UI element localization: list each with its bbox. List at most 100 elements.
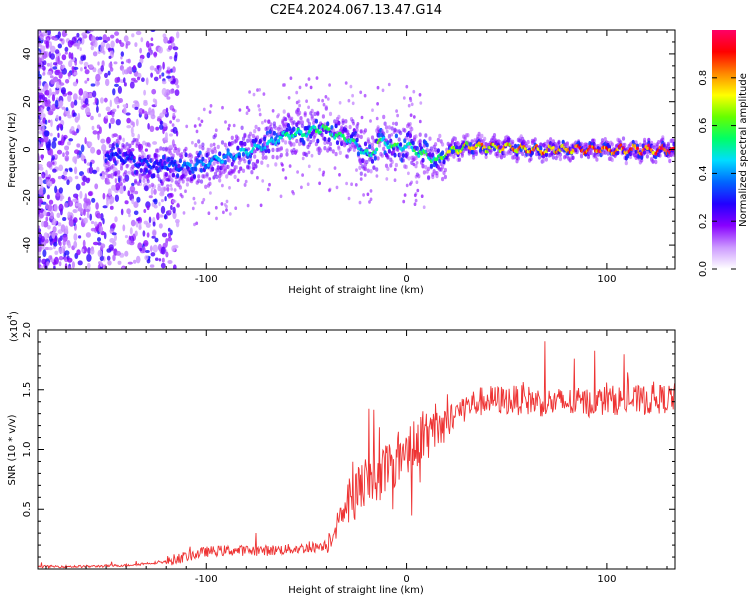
spectrogram-cell [97, 132, 100, 141]
spectrogram-cell [274, 136, 278, 142]
spectrogram-cell [139, 47, 143, 54]
spectrogram-cell [359, 177, 363, 181]
spectrogram-cell [128, 143, 132, 148]
spectrogram-cell [84, 208, 91, 212]
spectrogram-cell [118, 135, 122, 140]
spectrogram-cell [136, 76, 141, 81]
spectrogram-cell [480, 133, 484, 139]
spectrogram-cell [368, 144, 372, 150]
spectrogram-cell [171, 172, 175, 178]
spectrogram-cell [643, 137, 647, 143]
spectrogram-cell [115, 38, 120, 44]
spectrogram-cell [197, 174, 201, 179]
spectrogram-cell [309, 85, 313, 90]
spectrogram-cell [166, 75, 172, 79]
spectrogram-cell [405, 84, 409, 89]
spectrogram-cell [156, 148, 160, 153]
spectrogram-cell [322, 102, 326, 107]
spectrogram-cell [76, 32, 80, 38]
spectrogram-cell [101, 144, 107, 152]
spectrogram-cell [53, 37, 58, 42]
spectrogram-cell [417, 154, 421, 158]
spectrogram-cell [58, 247, 64, 254]
spectrogram-cell [170, 187, 174, 191]
spectrogram-cell [154, 67, 158, 72]
spectrogram-cell [160, 205, 166, 214]
spectrogram-cell [111, 232, 117, 236]
spectrogram-cell [258, 88, 261, 92]
spectrogram-cell [76, 42, 80, 50]
spectrogram-cell [51, 91, 57, 97]
spectrogram-cell [163, 186, 167, 191]
spectrogram-cell [59, 100, 64, 107]
spectrogram-cell [61, 134, 64, 143]
spectrogram-cell [209, 191, 212, 195]
spectrogram-cell [145, 159, 149, 164]
spectrogram-cell [228, 123, 231, 128]
y-tick-label: 20 [22, 95, 33, 108]
spectrogram-cell [263, 119, 267, 123]
spectrogram-cell [418, 132, 422, 137]
spectrogram-cell [411, 140, 415, 146]
spectrogram-cell [169, 56, 173, 60]
spectrogram-cell [328, 141, 333, 147]
spectrogram-cell [117, 85, 122, 94]
spectrogram-cell [197, 139, 201, 144]
spectrogram-cell [165, 251, 169, 258]
spectrogram-cell [422, 205, 426, 209]
spectrogram-cell [84, 69, 90, 75]
spectrogram-cell [407, 137, 411, 142]
spectrogram-cell [298, 85, 302, 90]
spectrogram-cell [274, 125, 278, 131]
spectrogram-cell [49, 75, 54, 79]
spectrogram-cell [382, 146, 386, 151]
spectrogram-cell [296, 170, 299, 174]
spectrogram-cell [212, 142, 216, 147]
spectrogram-cell [477, 134, 481, 139]
spectrogram-cell [243, 141, 247, 147]
spectrogram-cell [140, 37, 144, 43]
spectrogram-cell [155, 126, 160, 131]
spectrogram-cell [579, 141, 584, 147]
spectrogram-cell [251, 161, 255, 167]
spectrogram-cell [137, 62, 142, 69]
spectrogram-cell [321, 173, 325, 177]
spectrogram-cell [171, 153, 175, 158]
spectrogram-cell [157, 243, 162, 252]
spectrogram-cell [150, 72, 154, 78]
spectrogram-cell [316, 138, 320, 144]
spectrogram-cell [403, 128, 407, 133]
spectrogram-cell [470, 139, 474, 144]
spectrogram-cell [151, 235, 156, 239]
spectrogram-cell [351, 101, 355, 106]
spectrogram-cell [117, 260, 122, 265]
spectrogram-cell [142, 109, 145, 114]
spectrogram-cell [58, 256, 64, 261]
spectrogram-cell [80, 144, 85, 153]
spectrogram-cell [55, 81, 60, 89]
spectrogram-cell [228, 186, 231, 190]
spectrogram-cell [201, 146, 205, 151]
spectrogram-cell [610, 142, 614, 147]
spectrogram-cell [558, 156, 563, 162]
spectrogram-cell [135, 143, 139, 148]
spectrogram-cell [603, 150, 607, 155]
spectrogram-cell [362, 159, 366, 164]
spectrogram-cell [173, 264, 177, 269]
spectrogram-cell [172, 66, 176, 73]
spectrogram-cell [38, 141, 41, 149]
spectrogram-cell [38, 257, 41, 264]
spectrogram-cell [112, 108, 117, 113]
spectrogram-cell [67, 40, 73, 48]
spectrogram-cell [144, 255, 149, 261]
spectrogram-cell [57, 60, 63, 65]
spectrogram-cell [610, 157, 614, 163]
spectrogram-cell [315, 76, 319, 80]
spectrogram-cell [124, 170, 128, 175]
spectrogram-cell [307, 121, 311, 127]
x-tick-label: 0 [403, 274, 409, 285]
spectrogram-cell [393, 167, 397, 172]
spectrogram-cell [126, 208, 131, 215]
spectrogram-cell [46, 161, 53, 168]
spectrogram-cell [115, 250, 121, 256]
